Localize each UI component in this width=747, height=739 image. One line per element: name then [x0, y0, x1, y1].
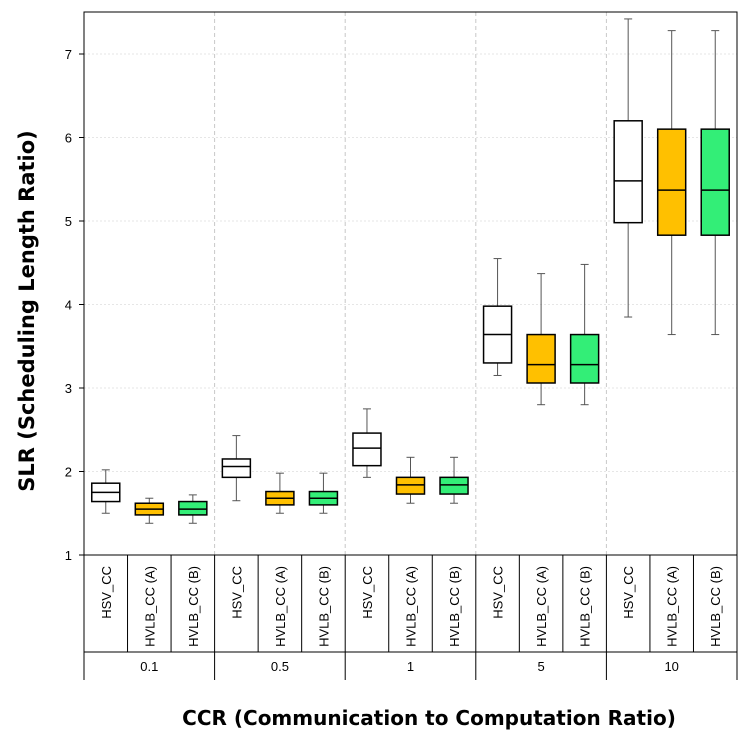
y-tick-label-4: 4	[65, 298, 72, 313]
boxes-layer	[91, 18, 730, 524]
group-label-0: 0.1	[140, 659, 158, 674]
y-tick-label-5: 5	[65, 214, 72, 229]
grid-lines	[84, 53, 737, 472]
category-label-g1-1: HVLB_CC (A)	[273, 566, 288, 647]
group-label-1: 0.5	[271, 659, 289, 674]
category-label-g3-1: HVLB_CC (A)	[534, 566, 549, 647]
category-label-g2-0: HSV_CC	[360, 566, 375, 619]
category-label-g0-0: HSV_CC	[99, 566, 114, 619]
y-tick-label-2: 2	[65, 465, 72, 480]
box-g2-2	[439, 476, 469, 495]
category-label-g4-2: HVLB_CC (B)	[708, 566, 723, 647]
y-tick-label-3: 3	[65, 381, 72, 396]
box-g4-1	[656, 128, 687, 236]
y-tick-label-7: 7	[65, 47, 72, 62]
group-label-2: 1	[407, 659, 414, 674]
plot-frame	[83, 11, 738, 556]
box-g4-2	[700, 128, 730, 236]
group-label-3: 5	[537, 659, 544, 674]
category-label-g4-0: HSV_CC	[621, 566, 636, 619]
box-g3-2	[569, 333, 600, 384]
box-g2-1	[395, 476, 426, 495]
box-g2-0	[352, 432, 382, 467]
y-tick-label-6: 6	[65, 131, 72, 146]
category-label-g3-2: HVLB_CC (B)	[578, 566, 593, 647]
category-label-g1-0: HSV_CC	[229, 566, 244, 619]
category-label-g0-1: HVLB_CC (A)	[142, 566, 157, 647]
category-label-g4-1: HVLB_CC (A)	[665, 566, 680, 647]
x-axis-label: CCR (Communication to Computation Ratio)	[182, 706, 676, 730]
y-axis-label: SLR (Scheduling Length Ratio)	[15, 130, 39, 492]
box-g3-1	[526, 333, 556, 384]
category-label-g2-2: HVLB_CC (B)	[447, 566, 462, 647]
y-tick-label-1: 1	[65, 548, 72, 563]
group-label-4: 10	[664, 659, 678, 674]
labels-layer: 1 2 3 4 5 6 7 HSV_CC HVLB_CC (A) HVLB_CC (B) 0.1 HS…	[65, 47, 723, 674]
box-g0-2	[178, 500, 208, 516]
category-label-g1-2: HVLB_CC (B)	[316, 566, 331, 647]
box-g1-0	[221, 458, 252, 479]
category-label-g2-1: HVLB_CC (A)	[404, 566, 419, 647]
category-label-g3-0: HSV_CC	[491, 566, 506, 619]
axes-layer	[79, 11, 738, 680]
box-g4-0	[613, 120, 643, 224]
category-label-g0-2: HVLB_CC (B)	[186, 566, 201, 647]
